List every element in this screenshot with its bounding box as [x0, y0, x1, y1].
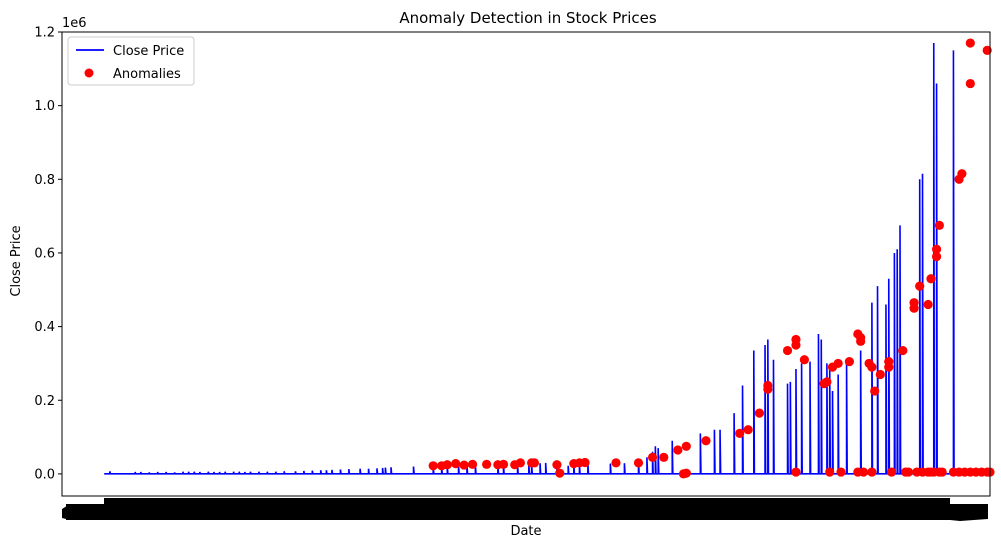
anomaly-point — [442, 460, 452, 470]
anomaly-point — [931, 244, 942, 254]
legend-label-close-price: Close Price — [113, 44, 184, 59]
y-axis-ticks: 0.0 0.2 0.4 0.6 0.8 1.0 1.2 — [34, 26, 62, 482]
anomaly-point — [515, 458, 525, 468]
plot-frame — [61, 31, 991, 497]
anomaly-point — [903, 467, 914, 477]
y-tick-label: 0.8 — [34, 173, 55, 188]
y-tick-label: 0.0 — [34, 467, 55, 482]
anomaly-point — [659, 452, 669, 462]
y-tick-label: 0.4 — [34, 320, 55, 335]
anomaly-point — [754, 408, 765, 418]
anomaly-point — [791, 334, 801, 345]
anomaly-point — [875, 369, 885, 380]
anomaly-point — [529, 458, 540, 468]
anomaly-point — [735, 428, 745, 438]
anomaly-point — [467, 459, 478, 469]
anomaly-point — [451, 458, 461, 469]
y-offset-label: 1e6 — [62, 16, 87, 31]
x-tick-marks-band — [104, 498, 950, 504]
anomaly-point — [931, 252, 942, 262]
anomaly-point — [867, 467, 877, 477]
anomaly-point — [743, 425, 753, 435]
y-tick-label: 1.2 — [34, 26, 55, 41]
anomaly-point — [886, 467, 897, 477]
anomaly-point — [580, 457, 590, 468]
anomaly-point — [428, 461, 438, 471]
legend-frame — [67, 36, 195, 86]
anomaly-point — [965, 38, 975, 48]
anomaly-point — [965, 78, 975, 89]
anomaly-point — [934, 220, 944, 230]
plot-area — [104, 38, 995, 479]
close-price-line — [104, 43, 960, 475]
anomaly-point — [836, 467, 846, 477]
anomaly-point — [957, 169, 967, 179]
x-tick-labels-band — [66, 504, 988, 521]
anomaly-point — [923, 299, 933, 310]
anomaly-point — [915, 281, 925, 291]
legend-label-anomalies: Anomalies — [113, 67, 181, 82]
x-axis-label: Date — [510, 524, 541, 539]
anomaly-point — [867, 362, 877, 372]
anomaly-point — [982, 45, 992, 56]
anomaly-point — [856, 336, 866, 346]
x-tick-labels-band-edge — [62, 504, 70, 520]
anomaly-point — [633, 458, 644, 468]
anomaly-point — [782, 345, 793, 356]
anomaly-point — [681, 468, 691, 478]
anomaly-point — [791, 467, 801, 477]
anomaly-point — [459, 460, 469, 470]
anomaly-point — [825, 467, 835, 477]
legend: Close Price Anomalies — [67, 36, 195, 86]
anomaly-point — [870, 386, 880, 396]
y-tick-label: 0.2 — [34, 394, 55, 409]
anomaly-point — [926, 274, 936, 284]
anomaly-point — [833, 358, 843, 369]
anomaly-point — [552, 460, 562, 470]
anomaly-point — [884, 362, 894, 372]
x-tick-label-band — [62, 498, 988, 521]
anomaly-point — [937, 467, 947, 477]
anomaly-point — [498, 459, 509, 469]
anomaly-point — [799, 355, 810, 365]
anomaly-point — [701, 436, 711, 446]
anomaly-point — [844, 356, 854, 367]
y-tick-label: 0.6 — [34, 246, 55, 261]
anomaly-point — [611, 458, 621, 468]
chart-title: Anomaly Detection in Stock Prices — [399, 9, 657, 27]
anomaly-point — [555, 468, 565, 478]
anomaly-point — [909, 303, 919, 313]
anomaly-point — [898, 345, 908, 356]
anomaly-point — [673, 445, 683, 455]
anomaly-point — [763, 384, 773, 394]
y-tick-label: 1.0 — [34, 99, 55, 114]
anomaly-point — [858, 467, 869, 477]
anomaly-point — [482, 459, 492, 469]
y-axis-label: Close Price — [9, 225, 24, 296]
anomaly-point — [681, 441, 691, 451]
anomaly-point — [822, 377, 832, 387]
anomaly-point — [647, 452, 658, 462]
legend-dot-swatch — [84, 68, 94, 78]
